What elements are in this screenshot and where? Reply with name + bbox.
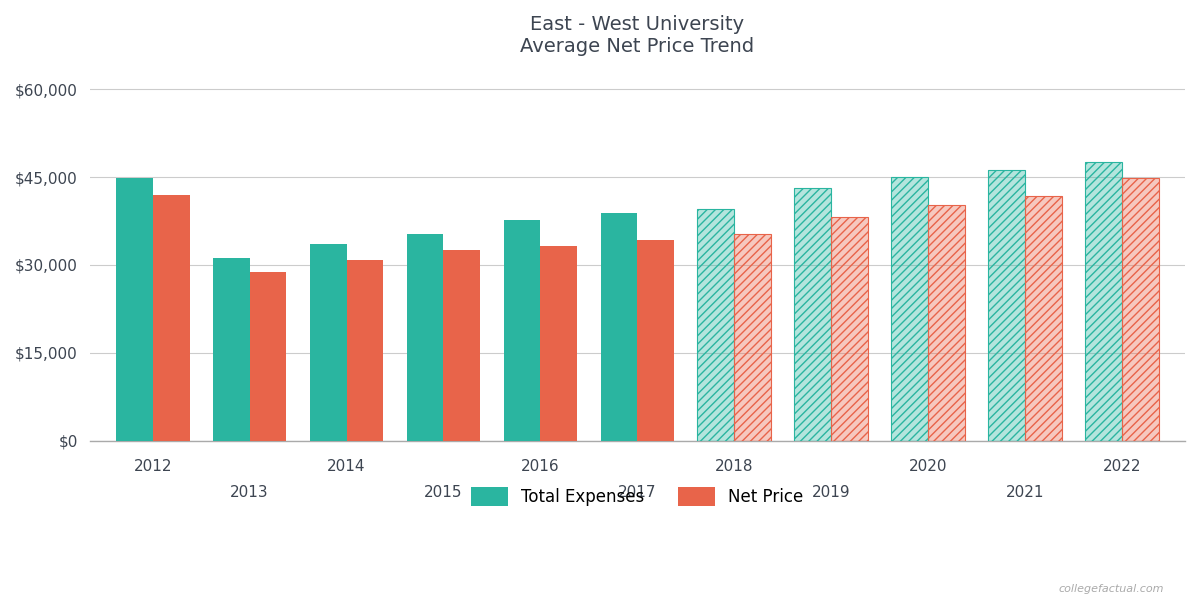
Bar	[444, 250, 480, 441]
Bar	[697, 209, 734, 441]
Text: 2020: 2020	[908, 460, 947, 475]
Bar	[928, 205, 965, 441]
Text: 2013: 2013	[230, 485, 269, 500]
Bar	[1025, 196, 1062, 441]
Bar	[637, 241, 674, 441]
Bar	[989, 170, 1025, 441]
Bar	[734, 235, 772, 441]
Bar	[540, 246, 577, 441]
Bar	[892, 177, 928, 441]
Bar	[1085, 162, 1122, 441]
Bar	[794, 188, 832, 441]
Bar	[310, 244, 347, 441]
Text: collegefactual.com: collegefactual.com	[1058, 584, 1164, 594]
Bar	[347, 260, 383, 441]
Bar	[794, 188, 832, 441]
Bar	[892, 177, 928, 441]
Bar	[697, 209, 734, 441]
Text: 2018: 2018	[715, 460, 754, 475]
Bar	[116, 178, 152, 441]
Bar	[212, 258, 250, 441]
Bar	[832, 217, 868, 441]
Text: 2016: 2016	[521, 460, 559, 475]
Bar	[1025, 196, 1062, 441]
Text: 2021: 2021	[1006, 485, 1044, 500]
Bar	[600, 214, 637, 441]
Text: 2022: 2022	[1103, 460, 1141, 475]
Bar	[250, 272, 287, 441]
Bar	[734, 235, 772, 441]
Bar	[1122, 178, 1159, 441]
Bar	[989, 170, 1025, 441]
Bar	[504, 220, 540, 441]
Text: 2012: 2012	[133, 460, 172, 475]
Legend: Total Expenses, Net Price: Total Expenses, Net Price	[472, 487, 803, 506]
Text: 2019: 2019	[812, 485, 851, 500]
Text: 2014: 2014	[328, 460, 366, 475]
Text: 2015: 2015	[425, 485, 463, 500]
Title: East - West University
Average Net Price Trend: East - West University Average Net Price…	[521, 15, 755, 56]
Bar	[832, 217, 868, 441]
Bar	[1085, 162, 1122, 441]
Text: 2017: 2017	[618, 485, 656, 500]
Bar	[152, 194, 190, 441]
Bar	[928, 205, 965, 441]
Bar	[1122, 178, 1159, 441]
Bar	[407, 235, 444, 441]
